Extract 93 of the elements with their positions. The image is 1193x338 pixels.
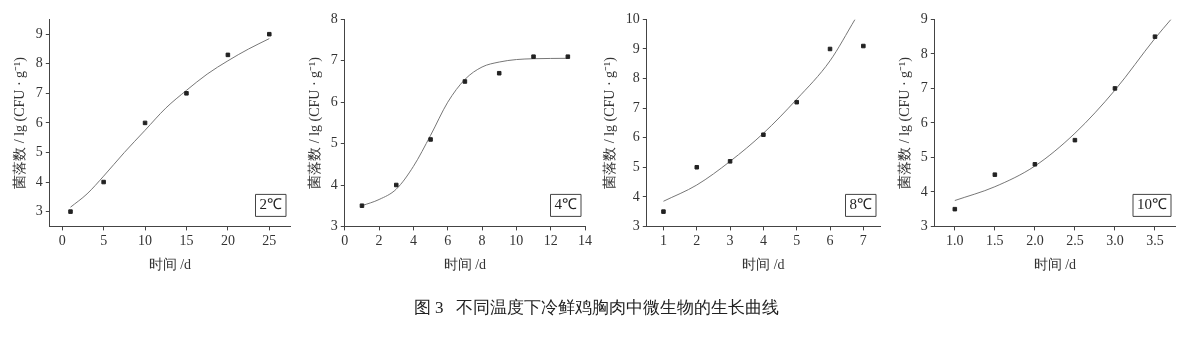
x-tick-label: 20 xyxy=(220,233,235,249)
point xyxy=(694,164,700,170)
x-tick-label: 14 xyxy=(578,233,592,249)
y-tick-label: 7 xyxy=(632,99,640,115)
x-tick-label: 1 xyxy=(659,233,667,249)
x-tick-label: 2.0 xyxy=(1026,233,1044,249)
x-tick-label: 6 xyxy=(826,233,834,249)
x-tick-label: 1.0 xyxy=(946,233,964,249)
y-axis-title: 菌落数 / lg (CFU · g⁻¹) xyxy=(12,56,29,189)
y-tick-label: 3 xyxy=(632,218,640,234)
y-tick-label: 6 xyxy=(632,129,640,145)
y-tick-label: 8 xyxy=(632,70,640,86)
x-tick-label: 5 xyxy=(793,233,801,249)
x-tick-label: 10 xyxy=(509,233,524,249)
annotation: 2℃ xyxy=(259,196,282,213)
x-tick-label: 15 xyxy=(179,233,194,249)
x-tick-label: 12 xyxy=(543,233,558,249)
y-tick-label: 4 xyxy=(920,183,928,199)
y-axis-title: 菌落数 / lg (CFU · g⁻¹) xyxy=(897,56,914,189)
y-tick-label: 9 xyxy=(35,25,43,41)
x-tick-label: 2.5 xyxy=(1066,233,1084,249)
y-tick-label: 4 xyxy=(35,173,43,189)
x-axis-title: 时间 /d xyxy=(1033,257,1077,273)
y-tick-label: 7 xyxy=(35,85,43,100)
annotation: 10℃ xyxy=(1137,196,1167,213)
y-axis-title: 菌落数 / lg (CFU · g⁻¹) xyxy=(602,56,619,189)
x-tick-label: 3.0 xyxy=(1106,233,1124,249)
y-tick-label: 8 xyxy=(330,11,338,27)
point xyxy=(394,182,399,188)
y-tick-label: 6 xyxy=(330,93,338,109)
point xyxy=(1152,34,1158,39)
x-tick-label: 2 xyxy=(693,233,701,249)
x-tick-label: 8 xyxy=(478,233,486,249)
point xyxy=(184,91,189,96)
y-tick-label: 9 xyxy=(920,11,928,27)
x-axis-title: 时间 /d xyxy=(443,257,487,273)
point xyxy=(761,132,766,137)
y-tick-label: 4 xyxy=(330,176,338,192)
x-tick-label: 0 xyxy=(341,233,349,249)
point xyxy=(496,70,502,76)
x-tick-label: 6 xyxy=(444,233,452,249)
x-tick-label: 0 xyxy=(58,233,66,249)
x-tick-label: 2 xyxy=(375,233,383,249)
y-tick-label: 10 xyxy=(625,11,640,27)
point xyxy=(359,203,365,208)
point xyxy=(565,54,571,59)
point xyxy=(225,52,231,58)
y-tick-label: 3 xyxy=(920,218,928,234)
y-tick-label: 4 xyxy=(632,188,640,204)
y-tick-label: 5 xyxy=(632,158,640,174)
x-axis-title: 时间 /d xyxy=(148,257,192,273)
y-tick-label: 6 xyxy=(35,114,43,130)
point xyxy=(794,99,799,105)
point xyxy=(1112,86,1118,91)
caption: 图 3 不同温度下冷鲜鸡胸肉中微生物的生长曲线 xyxy=(412,297,781,319)
annotation: 4℃ xyxy=(554,196,577,213)
point xyxy=(142,120,148,126)
point xyxy=(68,209,73,214)
y-tick-label: 5 xyxy=(330,135,338,151)
y-tick-label: 5 xyxy=(35,144,43,160)
x-tick-label: 4 xyxy=(409,233,417,249)
x-tick-label: 1.5 xyxy=(986,233,1004,249)
x-tick-label: 4 xyxy=(759,233,767,249)
point xyxy=(952,206,958,212)
x-axis-title: 时间 /d xyxy=(742,257,785,273)
x-tick-label: 3 xyxy=(726,233,734,249)
y-tick-label: 8 xyxy=(35,55,43,71)
x-tick-label: 7 xyxy=(859,233,867,249)
y-tick-label: 6 xyxy=(920,114,928,130)
x-tick-label: 25 xyxy=(262,233,277,249)
y-tick-label: 7 xyxy=(920,80,928,96)
y-tick-label: 9 xyxy=(632,40,640,56)
x-tick-label: 3.5 xyxy=(1146,233,1164,249)
point xyxy=(661,209,666,214)
point xyxy=(992,172,998,177)
point xyxy=(531,54,536,59)
point xyxy=(861,43,866,49)
point xyxy=(1032,162,1038,167)
y-tick-label: 3 xyxy=(330,218,338,234)
x-tick-label: 5 xyxy=(100,233,108,249)
point xyxy=(428,137,433,142)
point xyxy=(101,179,106,185)
y-tick-label: 8 xyxy=(920,45,928,61)
point xyxy=(267,31,272,37)
annotation: 8℃ xyxy=(849,196,872,213)
point xyxy=(727,159,733,164)
y-tick-label: 3 xyxy=(35,203,43,219)
y-axis-title: 菌落数 / lg (CFU · g⁻¹) xyxy=(307,56,324,189)
point xyxy=(1072,137,1078,143)
y-tick-label: 7 xyxy=(330,52,338,68)
x-tick-label: 10 xyxy=(138,233,153,249)
y-tick-label: 5 xyxy=(920,149,928,165)
point xyxy=(462,79,468,84)
